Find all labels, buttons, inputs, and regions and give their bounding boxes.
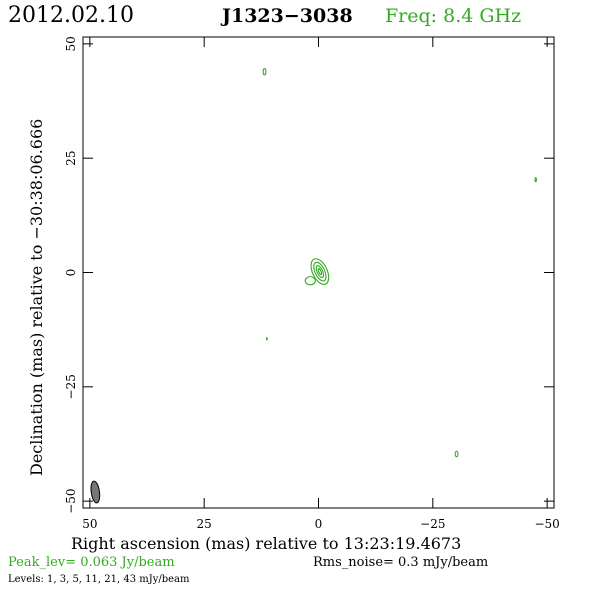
x-tick-label: 25: [197, 517, 212, 531]
contour-line: [454, 450, 459, 458]
beam-shape: [90, 480, 101, 504]
y-tick-label: 50: [64, 36, 78, 51]
axis-ticks: [83, 37, 554, 508]
contour-line: [315, 265, 325, 279]
y-tick-label: 25: [64, 151, 78, 166]
x-tick-label: 50: [82, 517, 97, 531]
x-tick-label: 0: [315, 517, 323, 531]
contour-line: [534, 177, 537, 183]
contour-line: [304, 276, 316, 286]
y-tick-label: 0: [64, 269, 78, 277]
source-name: J1323−3038: [220, 5, 353, 27]
x-tick-label: −50: [534, 517, 559, 531]
frequency-label: Freq: 8.4 GHz: [385, 5, 521, 27]
x-tick-labels: 50 25 0 −25 −50: [82, 517, 560, 531]
peak-level: Peak_lev= 0.063 Jy/beam: [8, 555, 175, 570]
x-axis-label: Right ascension (mas) relative to 13:23:…: [71, 534, 461, 553]
contour-line: [317, 268, 323, 276]
contour-line: [310, 258, 330, 285]
epoch-date: 2012.02.10: [8, 3, 134, 28]
contour-line: [265, 337, 268, 341]
contour-line: [313, 261, 327, 282]
contour-line: [262, 68, 267, 76]
y-axis-label: Declination (mas) relative to −30:38:06.…: [27, 119, 46, 476]
y-tick-labels: 50 25 0 −25 −50: [64, 36, 78, 514]
beam-ellipse: [90, 480, 101, 504]
y-tick-label: −50: [64, 488, 78, 513]
y-tick-label: −25: [64, 374, 78, 399]
contour-lines: [262, 68, 537, 458]
rms-noise: Rms_noise= 0.3 mJy/beam: [313, 555, 488, 570]
x-tick-label: −25: [420, 517, 445, 531]
contour-levels: Levels: 1, 3, 5, 11, 21, 43 mJy/beam: [8, 574, 190, 585]
